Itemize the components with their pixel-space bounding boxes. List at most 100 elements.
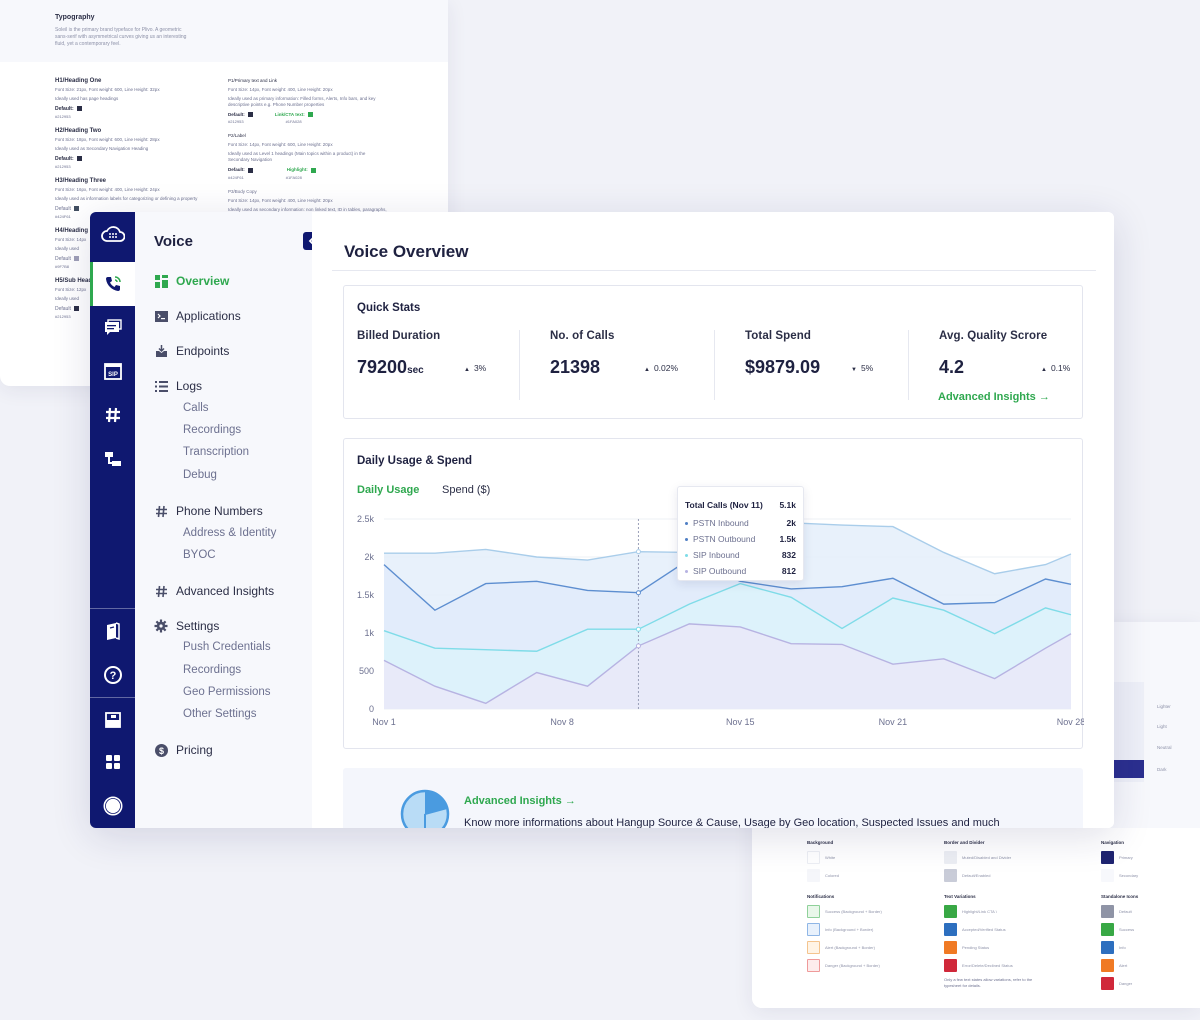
type-spec-name: P1/Primary text and Link (228, 78, 278, 83)
type-spec: H3/Heading Three Font Size: 16px, Font w… (55, 178, 205, 219)
tooltip-header: Total Calls (Nov 11) 5.1k (685, 500, 796, 510)
sip-icon[interactable]: SIP (90, 349, 135, 393)
swatch: Error/Delete/Declined Status (944, 959, 1044, 972)
nav-subitem-byoc[interactable]: BYOC (183, 549, 216, 561)
daily-usage-card: Daily Usage & Spend Daily Usage Spend ($… (343, 438, 1084, 749)
nav-item-endpoints[interactable]: Endpoints (154, 344, 229, 358)
message-icon[interactable] (90, 305, 135, 349)
nav-item-settings[interactable]: Settings (154, 619, 219, 633)
type-spec: P1/Primary text and Link Font Size: 14px… (228, 78, 388, 124)
type-spec-name: H5/Sub Heading (55, 278, 102, 284)
stat-label: Billed Duration (357, 330, 441, 342)
nav-subitem-address-identity[interactable]: Address & Identity (183, 527, 277, 539)
advanced-insights-banner: Advanced Insights → Know more informatio… (343, 768, 1083, 828)
tab-daily-usage[interactable]: Daily Usage (357, 484, 420, 496)
stat-label: Avg. Quality Scrore (939, 330, 1048, 342)
nav-subitem-recordings-settings[interactable]: Recordings (183, 664, 242, 676)
account-icon[interactable] (90, 784, 135, 828)
swatch: Success (Background + Border) (807, 905, 882, 918)
hash-icon (154, 504, 168, 518)
shade-label: Light (1157, 724, 1167, 729)
nav-subitem-transcription[interactable]: Transcription (183, 446, 250, 458)
svg-text:?: ? (109, 670, 116, 682)
divider (519, 330, 520, 400)
page-title: Voice Overview (344, 242, 469, 261)
shade-label: Neutral (1157, 745, 1172, 750)
flow-icon[interactable] (90, 437, 135, 481)
type-spec-name: H2/Heading Two (55, 128, 102, 134)
swatch-group: Background White Colored (807, 840, 839, 887)
quick-stats-title: Quick Stats (357, 302, 421, 314)
type-spec-detail: Font Size: 14px, Font weight: 600, Line … (228, 142, 333, 148)
tooltip-row: PSTN Outbound 1.5k (685, 531, 796, 547)
endpoint-icon (154, 344, 168, 358)
x-tick-label: Nov 8 (550, 717, 574, 727)
typography-description: Soleil is the primary brand typeface for… (55, 27, 187, 47)
typography-header: Typography Soleil is the primary brand t… (0, 0, 448, 62)
type-spec: H5/Sub Heading Font Size: 12px Ideally u… (55, 278, 205, 319)
swatch: Primary (1101, 851, 1138, 864)
nav-item-applications[interactable]: Applications (154, 309, 241, 323)
type-spec-name: P3/Body Copy (228, 188, 257, 194)
secondary-nav: Voice Overview Applications Endpoints Lo… (135, 212, 312, 828)
nav-item-phone-numbers[interactable]: Phone Numbers (154, 504, 263, 518)
nav-item-logs[interactable]: Logs (154, 379, 202, 393)
apps-icon[interactable] (90, 740, 135, 784)
down-arrow-icon: ▼ (851, 367, 857, 373)
pie-chart-icon (400, 789, 450, 828)
nav-subitem-recordings[interactable]: Recordings (183, 424, 242, 436)
nav-subitem-calls[interactable]: Calls (183, 402, 209, 414)
cloud-icon[interactable] (90, 212, 135, 256)
x-tick-label: Nov 15 (726, 717, 755, 727)
series-line (383, 558, 1072, 612)
nav-item-advanced-insights[interactable]: Advanced Insights (154, 584, 274, 598)
hover-point (635, 626, 641, 632)
tab-spend[interactable]: Spend ($) (442, 484, 491, 496)
banner-link[interactable]: Advanced Insights → (464, 795, 576, 807)
swatch: Danger (Background + Border) (807, 959, 882, 972)
usage-area-chart: 0 500 1k 1.5k 2k 2.5k Nov 1 Nov 8 Nov 15 Nov 21 No… (357, 514, 1084, 727)
x-tick-label: Nov 1 (372, 717, 396, 727)
stat-value: $9879.09 (745, 357, 821, 377)
docs-icon[interactable] (90, 609, 135, 653)
help-icon[interactable]: ? (90, 653, 135, 697)
swatch: White (807, 851, 839, 864)
type-spec-name: H3/Heading Three (55, 178, 107, 184)
nav-subitem-debug[interactable]: Debug (183, 469, 217, 481)
nav-subitem-geo-permissions[interactable]: Geo Permissions (183, 686, 271, 698)
section-title: Voice (154, 233, 193, 250)
hash-icon[interactable] (90, 393, 135, 437)
type-spec-usage: Ideally used (55, 246, 80, 251)
sim-icon[interactable] (90, 698, 135, 742)
divider (714, 330, 715, 400)
stat-value: 79200sec (357, 357, 424, 377)
banner-description: Know more informations about Hangup Sour… (464, 817, 1000, 828)
swatch: Info (Background + Border) (807, 923, 882, 936)
hover-point (635, 549, 641, 555)
nav-subitem-other-settings[interactable]: Other Settings (183, 708, 257, 720)
color-swatches-area (752, 828, 1200, 1008)
type-spec: H1/Heading One Font Size: 21px, Font wei… (55, 78, 205, 119)
tooltip-row: SIP Outbound 812 (685, 563, 796, 579)
nav-item-pricing[interactable]: $ Pricing (154, 743, 213, 757)
stat-value: 21398 (550, 357, 601, 377)
stat-change: ▼ 5% (851, 363, 874, 373)
type-spec-name: P2/Label (228, 133, 246, 139)
type-spec-detail: Font Size: 14px, Font weight: 400, Line … (228, 197, 333, 203)
y-tick-label: 2k (364, 552, 374, 562)
shade-label: Dark (1157, 767, 1167, 772)
phone-icon[interactable] (90, 262, 135, 306)
primary-nav-rail: SIP ? (90, 212, 135, 828)
grid-icon (154, 274, 168, 288)
nav-subitem-push-credentials[interactable]: Push Credentials (183, 641, 271, 653)
advanced-insights-link[interactable]: Advanced Insights → (938, 391, 1050, 403)
stat-change: ▲ 0.1% (1041, 363, 1071, 373)
type-spec-usage: Ideally used has page headings (55, 96, 119, 101)
shade-label: Lighter (1157, 704, 1171, 709)
swatch-group: Navigation Primary Secondary (1101, 840, 1138, 887)
chart-title: Daily Usage & Spend (357, 455, 473, 467)
swatch: Info (1101, 941, 1138, 954)
nav-item-overview[interactable]: Overview (154, 274, 229, 288)
swatch-group-title: Notifications (807, 894, 835, 899)
swatch-group-title: Standalone Icons (1101, 894, 1139, 899)
